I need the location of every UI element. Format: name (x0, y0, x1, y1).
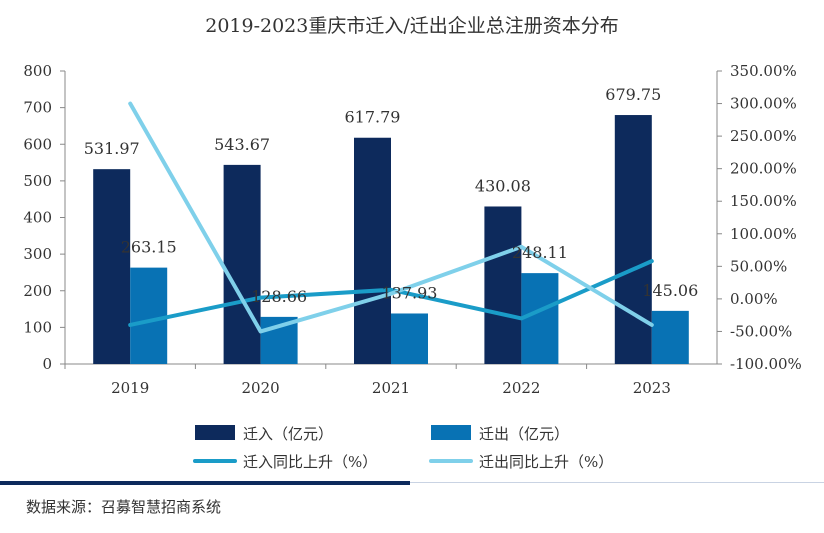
y-left-tick-label: 700 (23, 99, 52, 117)
legend-label: 迁入（亿元） (243, 425, 333, 443)
bar-label-inflow: 617.79 (345, 108, 401, 127)
y-left-tick-label: 500 (23, 172, 52, 190)
bar-label-inflow: 430.08 (475, 176, 531, 195)
x-tick-label: 2022 (502, 379, 540, 397)
y-right-tick-label: 200.00% (730, 160, 797, 178)
y-left-tick-label: 0 (42, 355, 52, 373)
bar-inflow (223, 164, 261, 364)
bar-label-outflow: 137.93 (382, 283, 438, 302)
y-left-tick-label: 100 (23, 318, 52, 336)
y-right-tick-label: 100.00% (730, 225, 797, 243)
x-tick-label: 2021 (372, 379, 410, 397)
footer-rule-light (410, 482, 824, 483)
y-right-tick-label: 0.00% (730, 290, 778, 308)
y-right-tick-label: 50.00% (730, 257, 787, 275)
chart-title: 2019-2023重庆市迁入/迁出企业总注册资本分布 (205, 15, 619, 37)
y-left-tick-label: 800 (23, 62, 52, 80)
bar-inflow (614, 115, 652, 364)
bar-label-outflow: 248.11 (512, 243, 568, 262)
legend-swatch (195, 425, 235, 440)
plot-area: 0 100 200 300 400 500 600 700 800 -100.00% -50.00%… (23, 62, 801, 397)
legend-label: 迁出（亿元） (479, 425, 569, 443)
legend-label: 迁入同比上升（%） (243, 453, 377, 471)
y-right-tick-label: 150.00% (730, 192, 797, 210)
legend: 迁入（亿元） 迁出（亿元） 迁入同比上升（%） 迁出同比上升（%） (193, 425, 613, 471)
bar-outflow (651, 310, 689, 364)
source-note: 数据来源：召募智慧招商系统 (26, 498, 222, 516)
legend-swatch (431, 425, 471, 440)
y-left-tick-label: 600 (23, 135, 52, 153)
bar-outflow (521, 273, 559, 364)
bar-outflow (391, 313, 428, 364)
bar-label-outflow: 263.15 (121, 238, 177, 257)
y-right-tick-label: -100.00% (730, 355, 802, 373)
bar-label-outflow: 145.06 (642, 281, 698, 300)
legend-label: 迁出同比上升（%） (479, 453, 613, 471)
y-right-tick-label: 300.00% (730, 95, 797, 113)
y-right-tick-label: 350.00% (730, 62, 797, 80)
footer-rule-dark (0, 481, 410, 485)
x-tick-label: 2023 (633, 379, 671, 397)
x-tick-label: 2020 (242, 379, 280, 397)
y-right-tick-label: -50.00% (730, 322, 792, 340)
y-left-tick-label: 400 (23, 209, 52, 227)
x-tick-label: 2019 (111, 379, 149, 397)
bar-inflow (93, 169, 131, 364)
bar-label-inflow: 679.75 (605, 85, 661, 104)
bar-label-outflow: 128.66 (251, 287, 307, 306)
bar-inflow (354, 137, 391, 364)
bar-outflow (130, 267, 168, 364)
y-right-tick-label: 250.00% (730, 127, 797, 145)
bar-label-inflow: 543.67 (214, 135, 270, 154)
bar-label-inflow: 531.97 (84, 139, 140, 158)
y-left-tick-label: 200 (23, 282, 52, 300)
y-left-tick-label: 300 (23, 245, 52, 263)
bar-inflow (484, 206, 522, 364)
